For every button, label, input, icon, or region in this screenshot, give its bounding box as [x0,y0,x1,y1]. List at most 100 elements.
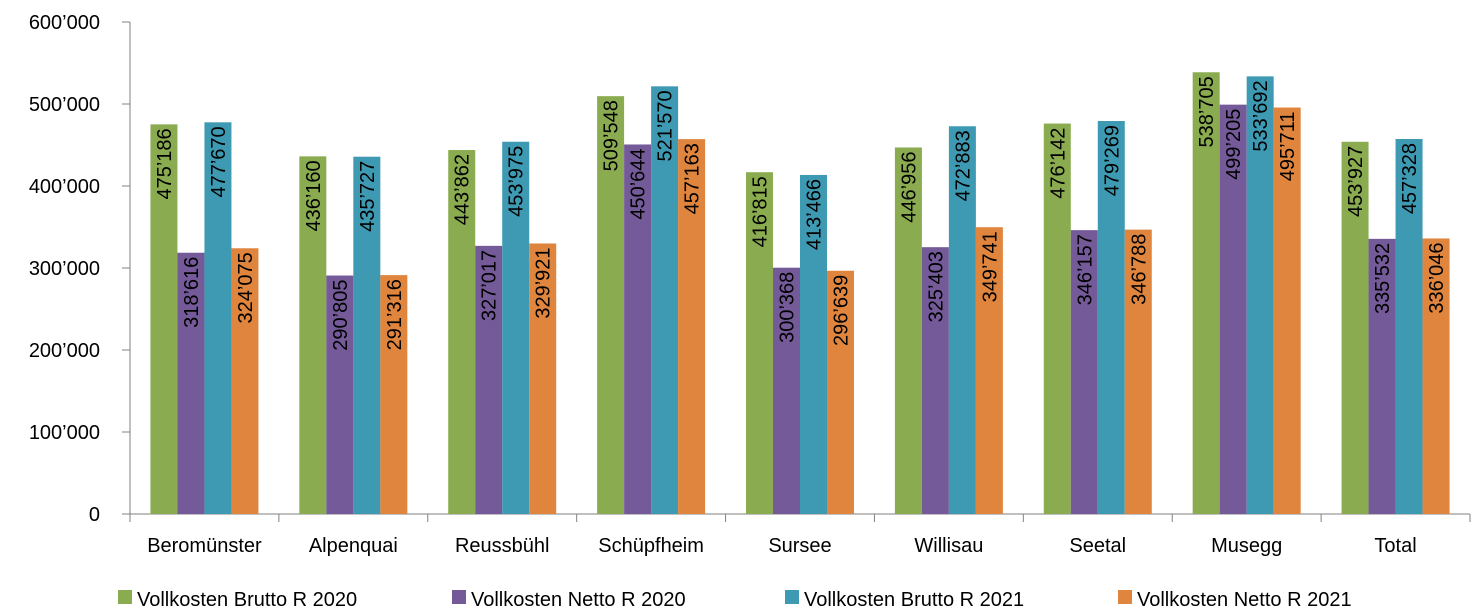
data-label: 479’269 [1101,125,1123,196]
legend-label: Vollkosten Brutto R 2020 [137,589,357,611]
data-label: 533’692 [1250,80,1272,151]
legend-label: Vollkosten Netto R 2020 [471,589,686,611]
data-label: 457’163 [682,143,704,214]
legend-swatch [118,590,132,604]
bar [326,275,354,514]
data-label: 476’142 [1047,128,1069,199]
data-label: 453’927 [1345,146,1367,217]
bar [204,122,232,514]
x-axis: Beromünster Alpenquai Reussbühl Schüpfheim S… [129,513,1471,557]
data-label: 329’921 [533,247,555,318]
data-label: 325’403 [925,251,947,322]
data-label: 477’670 [208,126,230,197]
data-label: 300’368 [777,272,799,343]
data-label: 335’532 [1372,243,1394,314]
x-tick-label: Seetal [1069,535,1126,557]
y-tick-label: 200’000 [29,340,100,362]
data-label: 324’075 [235,252,257,323]
bar [299,156,327,514]
data-label: 296’639 [831,275,853,346]
bar [1246,76,1274,514]
data-label: 349’741 [979,231,1001,302]
bar [827,270,854,514]
data-label: 346’157 [1074,234,1096,305]
bar [746,172,773,514]
y-tick-label: 500’000 [29,94,100,116]
bar [1043,123,1071,514]
y-axis: 0 100’000 200’000 300’000 400’000 500’000 600’… [29,12,131,526]
y-tick-label: 100’000 [29,422,100,444]
x-tick-label: Musegg [1211,535,1282,557]
bar [475,245,503,514]
bar [975,227,1003,514]
x-tick-label: Beromünster [147,535,262,557]
data-label: 446’956 [898,151,920,222]
data-label: 499’205 [1223,109,1245,180]
bar [948,126,976,515]
data-label: 495’711 [1277,112,1299,182]
data-label: 475’186 [154,128,176,199]
data-label: 453’975 [506,146,528,217]
bar [448,150,476,515]
data-label: 327’017 [479,250,501,321]
y-tick-label: 300’000 [29,258,100,280]
bar [921,247,949,514]
bar [502,141,530,515]
data-label: 435’727 [357,161,379,232]
bars [150,72,1450,515]
bar [1097,120,1125,514]
bar [231,248,259,515]
data-label: 346’788 [1128,234,1150,305]
data-label: 290’805 [330,280,352,351]
legend-swatch [785,590,799,604]
bar [177,252,205,515]
legend-label: Vollkosten Netto R 2021 [1137,589,1352,611]
x-tick-label: Sursee [768,535,831,557]
bar [800,174,827,514]
bar [1341,141,1369,515]
bar [1368,238,1396,514]
bar [1070,230,1098,515]
data-label: 413’466 [804,179,826,250]
data-label: 291’316 [384,279,406,350]
bar [624,144,652,514]
legend-label: Vollkosten Brutto R 2021 [804,589,1024,611]
x-tick-label: Total [1374,535,1416,557]
data-label: 472’883 [952,130,974,201]
bar [651,86,679,515]
data-label: 538’705 [1196,76,1218,147]
bar [1273,107,1301,515]
bar [894,147,922,514]
data-label: 436’160 [303,160,325,231]
bar [678,139,706,514]
data-label: 521’570 [655,90,677,161]
x-tick-label: Alpenquai [309,535,398,557]
x-tick-label: Willisau [914,535,983,557]
legend-swatch [452,590,466,604]
x-tick-label: Schüpfheim [598,535,704,557]
bar [773,267,800,514]
data-label: 416’815 [750,176,772,247]
data-label: 336’046 [1426,242,1448,313]
y-tick-label: 400’000 [29,176,100,198]
y-tick-label: 0 [89,504,100,526]
legend: Vollkosten Brutto R 2020 Vollkosten Netto… [118,589,1352,611]
bar [353,156,381,514]
data-label: 443’862 [452,154,474,225]
bar [1124,229,1152,514]
y-tick-label: 600’000 [29,12,100,34]
bar [1219,104,1247,514]
data-label: 509’548 [601,100,623,171]
bar [597,96,625,514]
bar [1422,238,1450,515]
data-label: 457’328 [1399,143,1421,214]
bar [150,124,178,515]
bar [380,275,408,514]
x-tick-label: Reussbühl [455,535,550,557]
bar [1192,72,1220,514]
data-labels: 475’186 318’616 477’670 324’075 436’160 290’8… [154,76,1448,350]
data-label: 450’644 [628,148,650,219]
bar [1395,138,1423,515]
legend-swatch [1118,590,1132,604]
